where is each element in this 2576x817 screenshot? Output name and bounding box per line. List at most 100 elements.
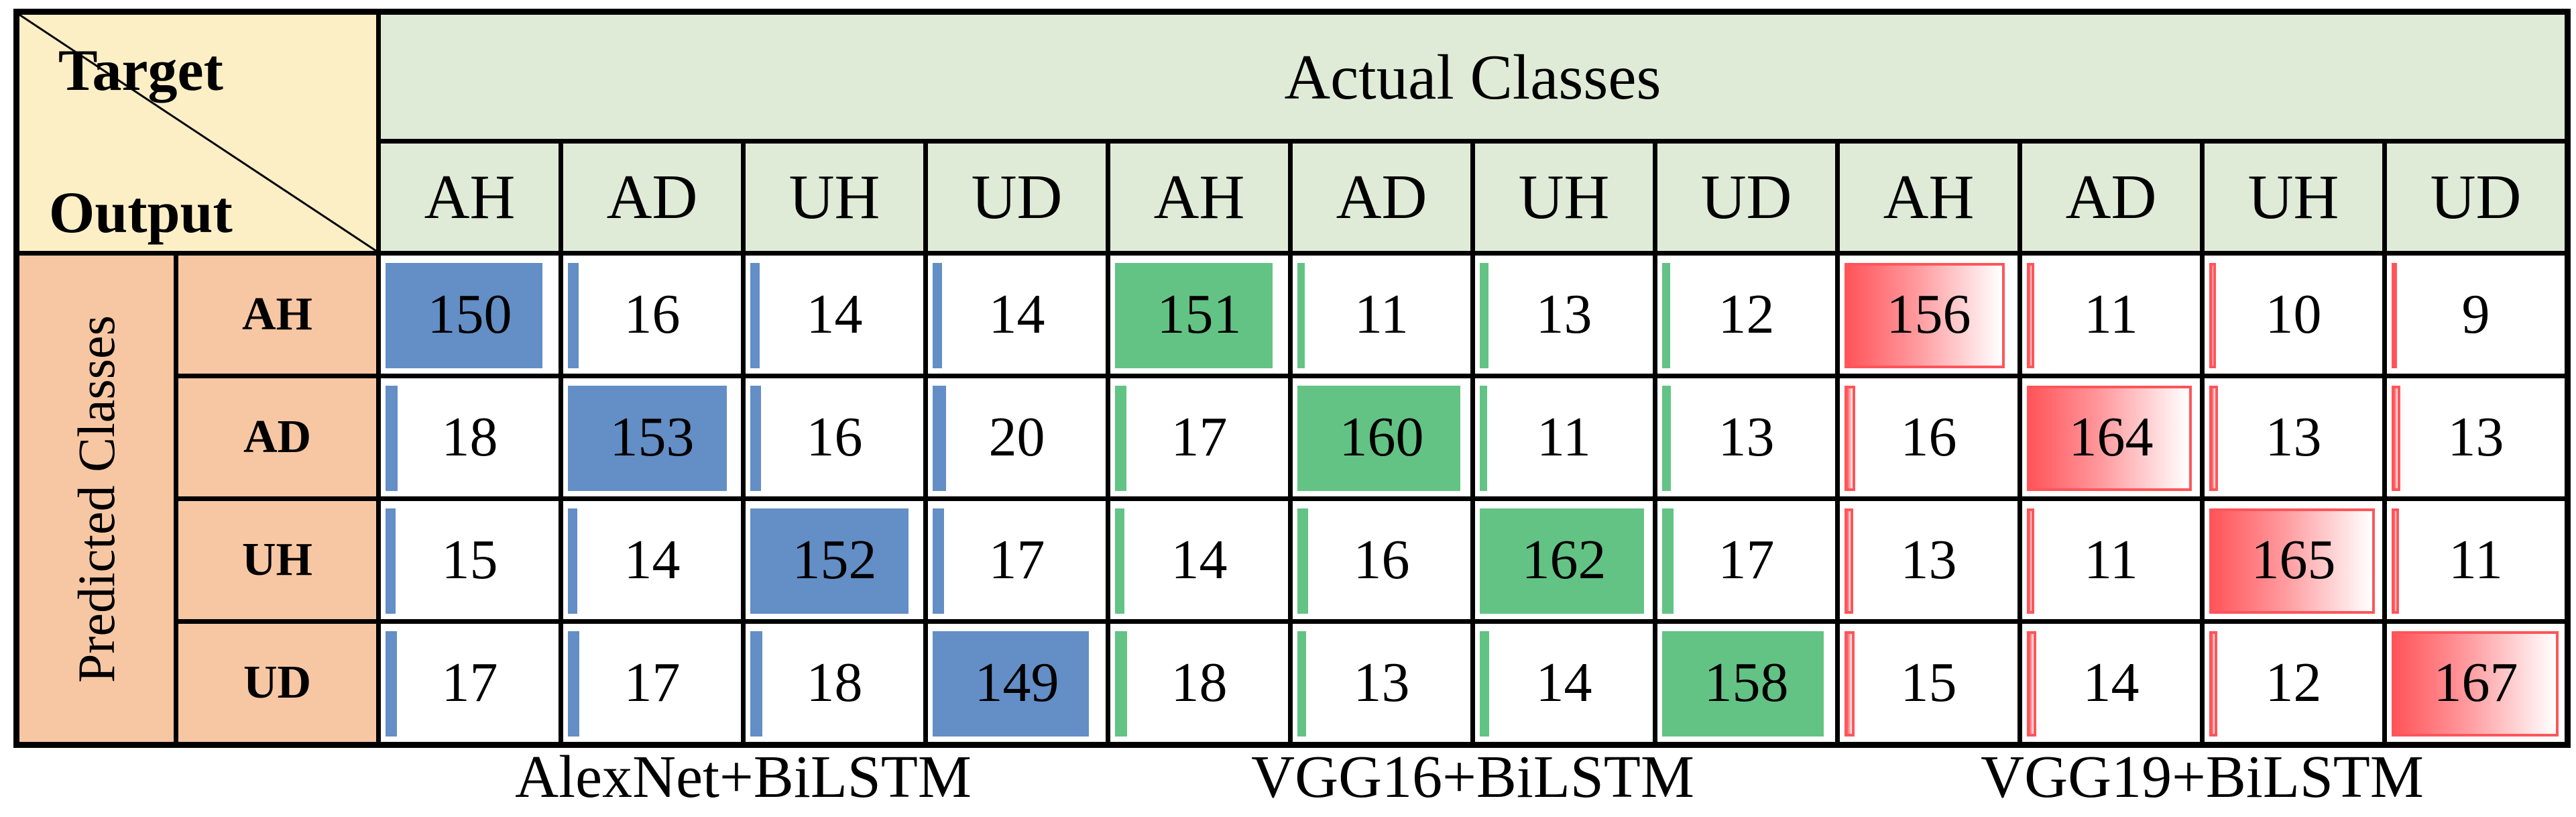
cell-value: 16	[806, 406, 863, 468]
cell-value: 14	[1171, 529, 1228, 591]
matrix-cell-alexnet-ud-uh: 18	[746, 624, 923, 742]
matrix-cell-vgg16-ah-ud: 12	[1657, 256, 1835, 374]
cell-value: 11	[2084, 529, 2138, 591]
cell-value: 17	[1171, 406, 1228, 468]
value-bar	[2027, 263, 2034, 368]
matrix-cell-alexnet-uh-ad: 14	[563, 501, 741, 619]
row-header-ad: AD	[178, 378, 376, 496]
value-bar	[1845, 386, 1855, 491]
cell-value: 17	[1718, 529, 1775, 591]
matrix-cell-vgg16-ad-uh: 11	[1475, 378, 1653, 496]
matrix-cell-vgg16-ah-ad: 11	[1293, 256, 1470, 374]
value-bar	[386, 386, 398, 491]
matrix-cell-alexnet-ad-ud: 20	[928, 378, 1106, 496]
cell-value: 162	[1521, 529, 1606, 591]
matrix-cell-vgg16-ad-ah: 17	[1110, 378, 1288, 496]
matrix-cell-vgg16-ud-ah: 18	[1110, 624, 1288, 742]
value-bar	[1662, 386, 1671, 491]
cell-value: 20	[988, 406, 1045, 468]
cell-value: 11	[2084, 283, 2138, 345]
column-header-uh-2: UH	[1475, 144, 1653, 251]
matrix-cell-vgg16-ud-ad: 13	[1293, 624, 1470, 742]
matrix-cell-alexnet-ah-ad: 16	[563, 256, 741, 374]
cell-value: 167	[2433, 651, 2518, 714]
matrix-cell-vgg16-ad-ud: 13	[1657, 378, 1835, 496]
column-header-ud-2: UD	[1657, 144, 1835, 251]
row-header-ud: UD	[178, 624, 376, 742]
value-bar	[1845, 508, 1853, 614]
matrix-cell-vgg16-ud-ud: 158	[1657, 624, 1835, 742]
value-bar	[1662, 631, 1824, 737]
corner-target-label: Target	[58, 38, 223, 103]
matrix-cell-alexnet-ah-ah: 150	[381, 256, 559, 374]
matrix-cell-vgg19-uh-ah: 13	[1840, 501, 2017, 619]
value-bar	[1480, 508, 1644, 614]
column-header-uh-3: UH	[2205, 144, 2382, 251]
value-bar	[933, 263, 942, 368]
cell-value: 16	[1353, 529, 1410, 591]
cell-value: 14	[1535, 651, 1592, 714]
value-bar	[1480, 631, 1489, 737]
actual-classes-header: Actual Classes	[381, 15, 2565, 139]
matrix-cell-vgg19-ad-ah: 16	[1840, 378, 2017, 496]
value-bar	[1845, 263, 2005, 368]
cell-value: 17	[441, 651, 498, 714]
model-label-2: VGG16+BiLSTM	[1251, 744, 1694, 810]
cell-value: 14	[806, 283, 863, 345]
matrix-cell-alexnet-ah-uh: 14	[746, 256, 923, 374]
matrix-cell-vgg19-ah-uh: 10	[2205, 256, 2382, 374]
value-bar	[2027, 631, 2036, 737]
value-bar	[568, 508, 577, 614]
value-bar	[1297, 263, 1305, 368]
value-bar	[1845, 631, 1855, 737]
predicted-classes-header: Predicted Classes	[19, 256, 174, 742]
cell-value: 13	[1535, 283, 1592, 345]
value-bar	[2027, 508, 2034, 614]
value-bar	[2209, 386, 2218, 491]
matrix-cell-alexnet-ud-ad: 17	[563, 624, 741, 742]
column-header-ad-3: AD	[2022, 144, 2200, 251]
value-bar	[1115, 386, 1126, 491]
cell-value: 12	[1718, 283, 1775, 345]
value-bar	[1480, 263, 1488, 368]
matrix-cell-vgg19-ah-ud: 9	[2387, 256, 2565, 374]
model-label-3: VGG19+BiLSTM	[1981, 744, 2424, 810]
cell-value: 13	[1900, 529, 1957, 591]
predicted-classes-label: Predicted Classes	[67, 315, 125, 683]
row-header-ah: AH	[178, 256, 376, 374]
cell-value: 13	[1718, 406, 1775, 468]
cell-value: 15	[1900, 651, 1957, 714]
matrix-cell-alexnet-ah-ud: 14	[928, 256, 1106, 374]
matrix-cell-alexnet-ad-ah: 18	[381, 378, 559, 496]
matrix-cell-vgg16-uh-ah: 14	[1110, 501, 1288, 619]
matrix-cell-vgg19-uh-ud: 11	[2387, 501, 2565, 619]
cell-value: 18	[806, 651, 863, 714]
matrix-cell-alexnet-ad-ad: 153	[563, 378, 741, 496]
value-bar	[2209, 263, 2216, 368]
matrix-cell-vgg16-ud-uh: 14	[1475, 624, 1653, 742]
value-bar	[750, 631, 763, 737]
cell-value: 149	[974, 651, 1059, 714]
matrix-cell-alexnet-uh-ud: 17	[928, 501, 1106, 619]
column-header-ah-2: AH	[1110, 144, 1288, 251]
matrix-cell-vgg19-ad-ud: 13	[2387, 378, 2565, 496]
matrix-cell-vgg16-ad-ad: 160	[1293, 378, 1470, 496]
corner-cell: Target Output	[19, 15, 376, 251]
matrix-cell-vgg16-ah-uh: 13	[1475, 256, 1653, 374]
value-bar	[386, 263, 543, 368]
value-bar	[1297, 508, 1308, 614]
matrix-cell-vgg19-uh-ad: 11	[2022, 501, 2200, 619]
value-bar	[1480, 386, 1487, 491]
value-bar	[1297, 386, 1460, 491]
cell-value: 14	[988, 283, 1045, 345]
cell-value: 16	[1900, 406, 1957, 468]
cell-value: 14	[624, 529, 681, 591]
matrix-cell-vgg19-ad-ad: 164	[2022, 378, 2200, 496]
value-bar	[2392, 263, 2398, 368]
value-bar	[933, 631, 1090, 737]
model-labels-row: AlexNet+BiLSTM VGG16+BiLSTM VGG19+BiLSTM	[381, 744, 2565, 810]
cell-value: 18	[1171, 651, 1228, 714]
value-bar	[386, 631, 397, 737]
matrix-cell-vgg19-ud-uh: 12	[2205, 624, 2382, 742]
